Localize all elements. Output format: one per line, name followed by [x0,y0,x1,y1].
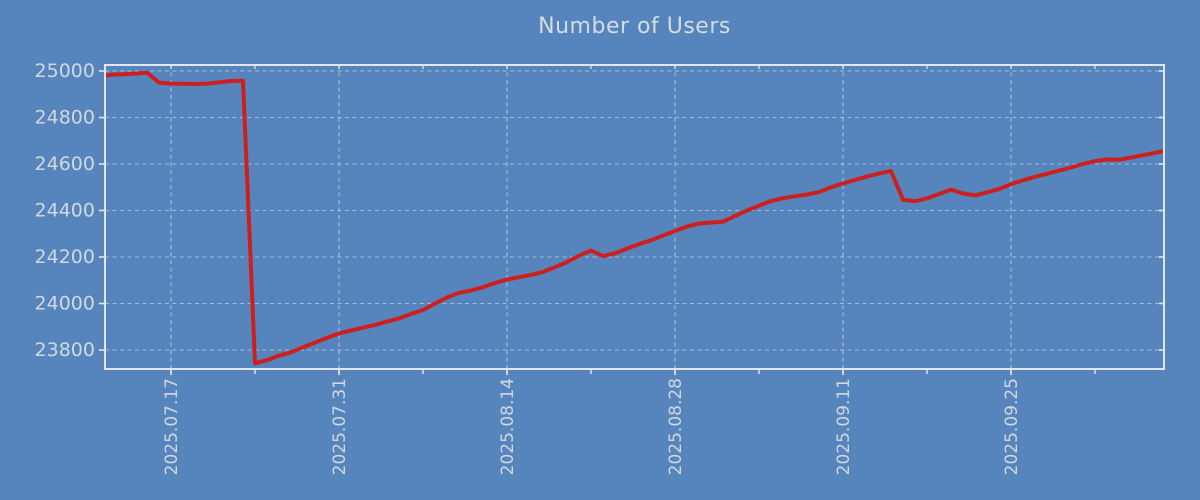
plot-frame [104,64,1165,370]
y-tick-label: 24800 [35,107,95,129]
x-tick-label: 2025.09.11 [834,378,854,475]
x-axis-labels: 2025.07.17 2025.07.31 2025.08.14 2025.08.28… [162,378,1022,475]
x-tick-label: 2025.08.14 [498,378,518,475]
y-axis-labels: 23800 24000 24200 24400 24600 24800 25000 [35,60,95,361]
y-tick-label: 25000 [35,60,95,82]
users-line [104,70,1165,366]
x-tick-label: 2025.07.17 [162,378,182,475]
y-tick-label: 24200 [35,246,95,268]
gridlines [105,65,1164,369]
chart-title: Number of Users [538,14,731,39]
x-tick-label: 2025.08.28 [666,378,686,475]
y-tick-label: 24400 [35,200,95,222]
axis-ticks [99,65,1164,375]
series-line-users [104,70,1165,366]
y-tick-label: 24000 [35,293,95,315]
x-tick-label: 2025.09.25 [1002,378,1022,475]
y-tick-label: 23800 [35,339,95,361]
x-tick-label: 2025.07.31 [330,378,350,475]
axes-frame [104,64,1165,370]
y-tick-label: 24600 [35,153,95,175]
